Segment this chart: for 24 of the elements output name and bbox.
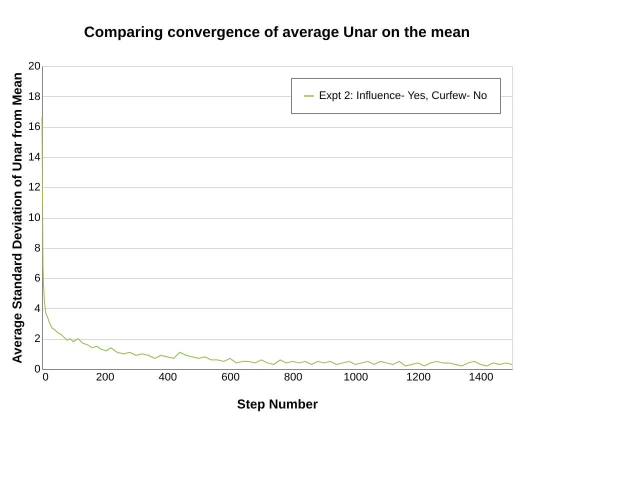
x-tick-label: 600 (221, 372, 240, 384)
y-tick-label: 12 (28, 182, 40, 194)
y-tick-label: 18 (28, 90, 40, 103)
x-tick-label: 0 (42, 372, 49, 384)
x-tick-label: 1400 (468, 372, 494, 384)
y-tick-label: 10 (28, 212, 40, 224)
x-tick-label: 800 (284, 372, 302, 384)
y-tick-label: 8 (34, 242, 40, 254)
y-axis-title: Average Standard Deviation of Unar from Mean (9, 72, 24, 364)
x-tick-label: 1200 (406, 372, 431, 384)
y-tick-label: 20 (28, 60, 40, 72)
y-tick-label: 16 (28, 121, 40, 134)
x-tick-label: 200 (96, 372, 114, 384)
chart-title: Comparing convergence of average Unar on the mean (84, 24, 470, 41)
y-tick-label: 2 (34, 333, 40, 346)
y-tick-label: 14 (28, 151, 40, 164)
x-tick-label: 1000 (344, 372, 368, 384)
x-axis-title: Step Number (237, 396, 318, 412)
y-tick-label: 0 (34, 364, 40, 376)
line-series (42, 117, 512, 366)
y-tick-label: 6 (34, 272, 40, 285)
y-tick-label: 4 (34, 302, 40, 315)
legend-label: Expt 2: Influence- Yes, Curfew- No (319, 90, 488, 102)
x-tick-label: 400 (158, 372, 178, 384)
